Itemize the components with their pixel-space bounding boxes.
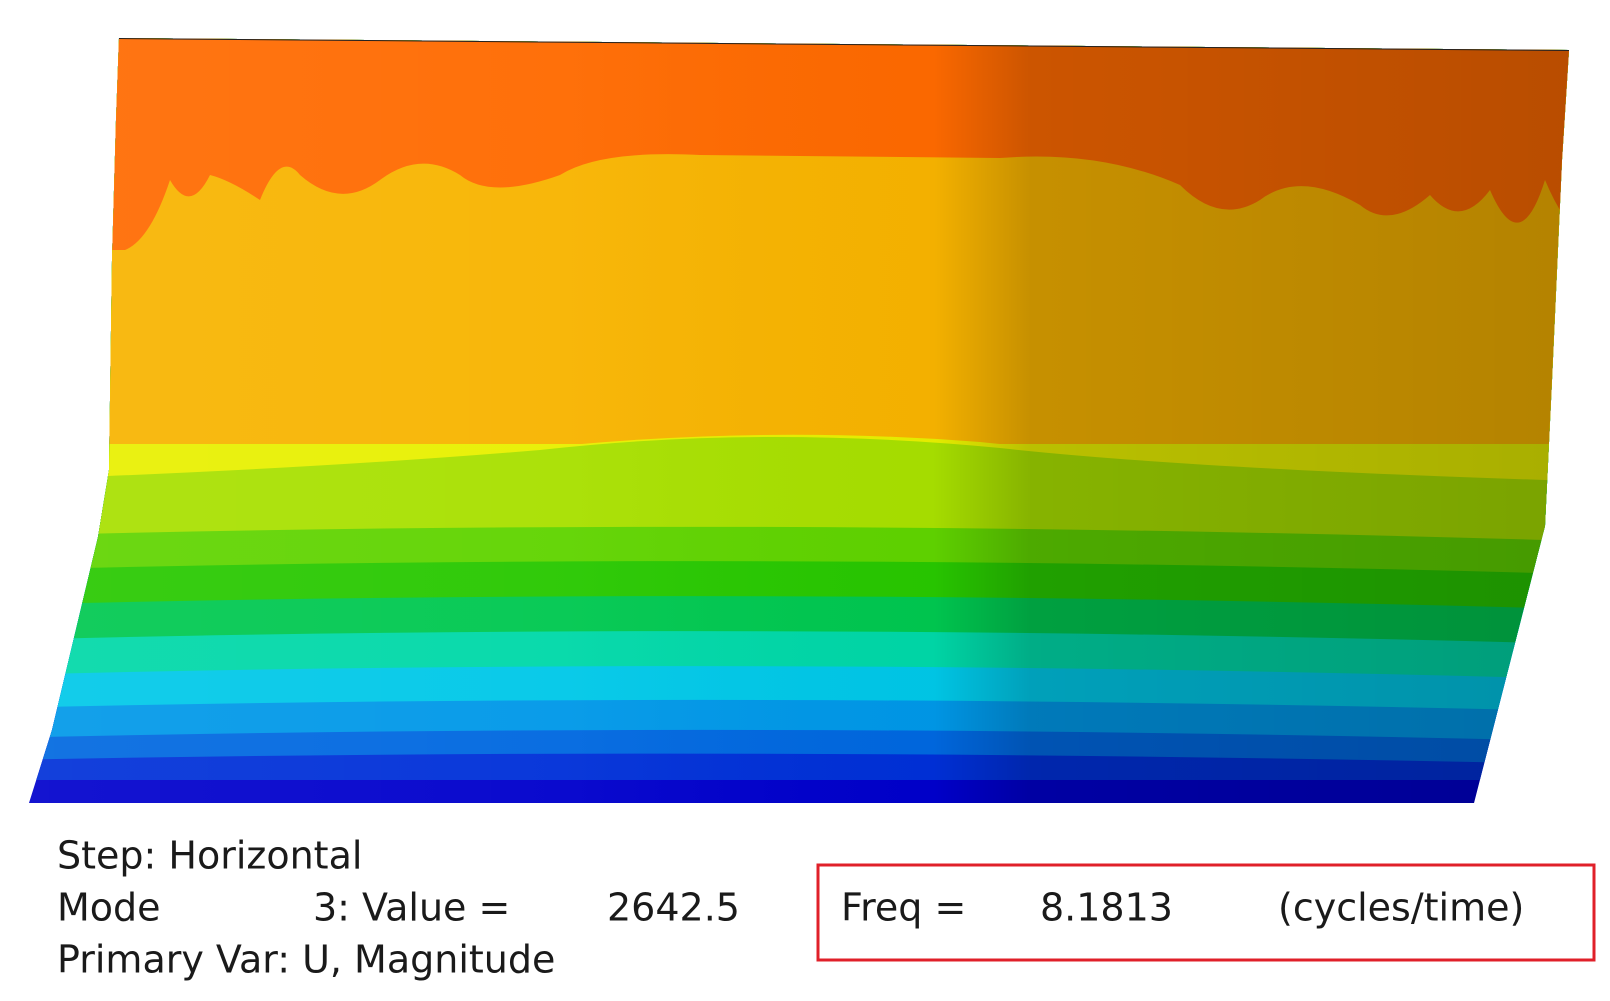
freq-value: 8.1813: [1040, 886, 1173, 930]
mode-number: 3: Value =: [313, 886, 510, 930]
step-label: Step: Horizontal: [57, 834, 362, 878]
freq-unit: (cycles/time): [1278, 886, 1524, 930]
primary-var: Primary Var: U, Magnitude: [57, 938, 555, 982]
contour-plot: [29, 38, 1569, 803]
freq-label: Freq =: [841, 886, 966, 930]
eigenvalue: 2642.5: [607, 886, 740, 930]
mode-label: Mode: [57, 886, 161, 930]
highlight-box: [816, 863, 1596, 962]
